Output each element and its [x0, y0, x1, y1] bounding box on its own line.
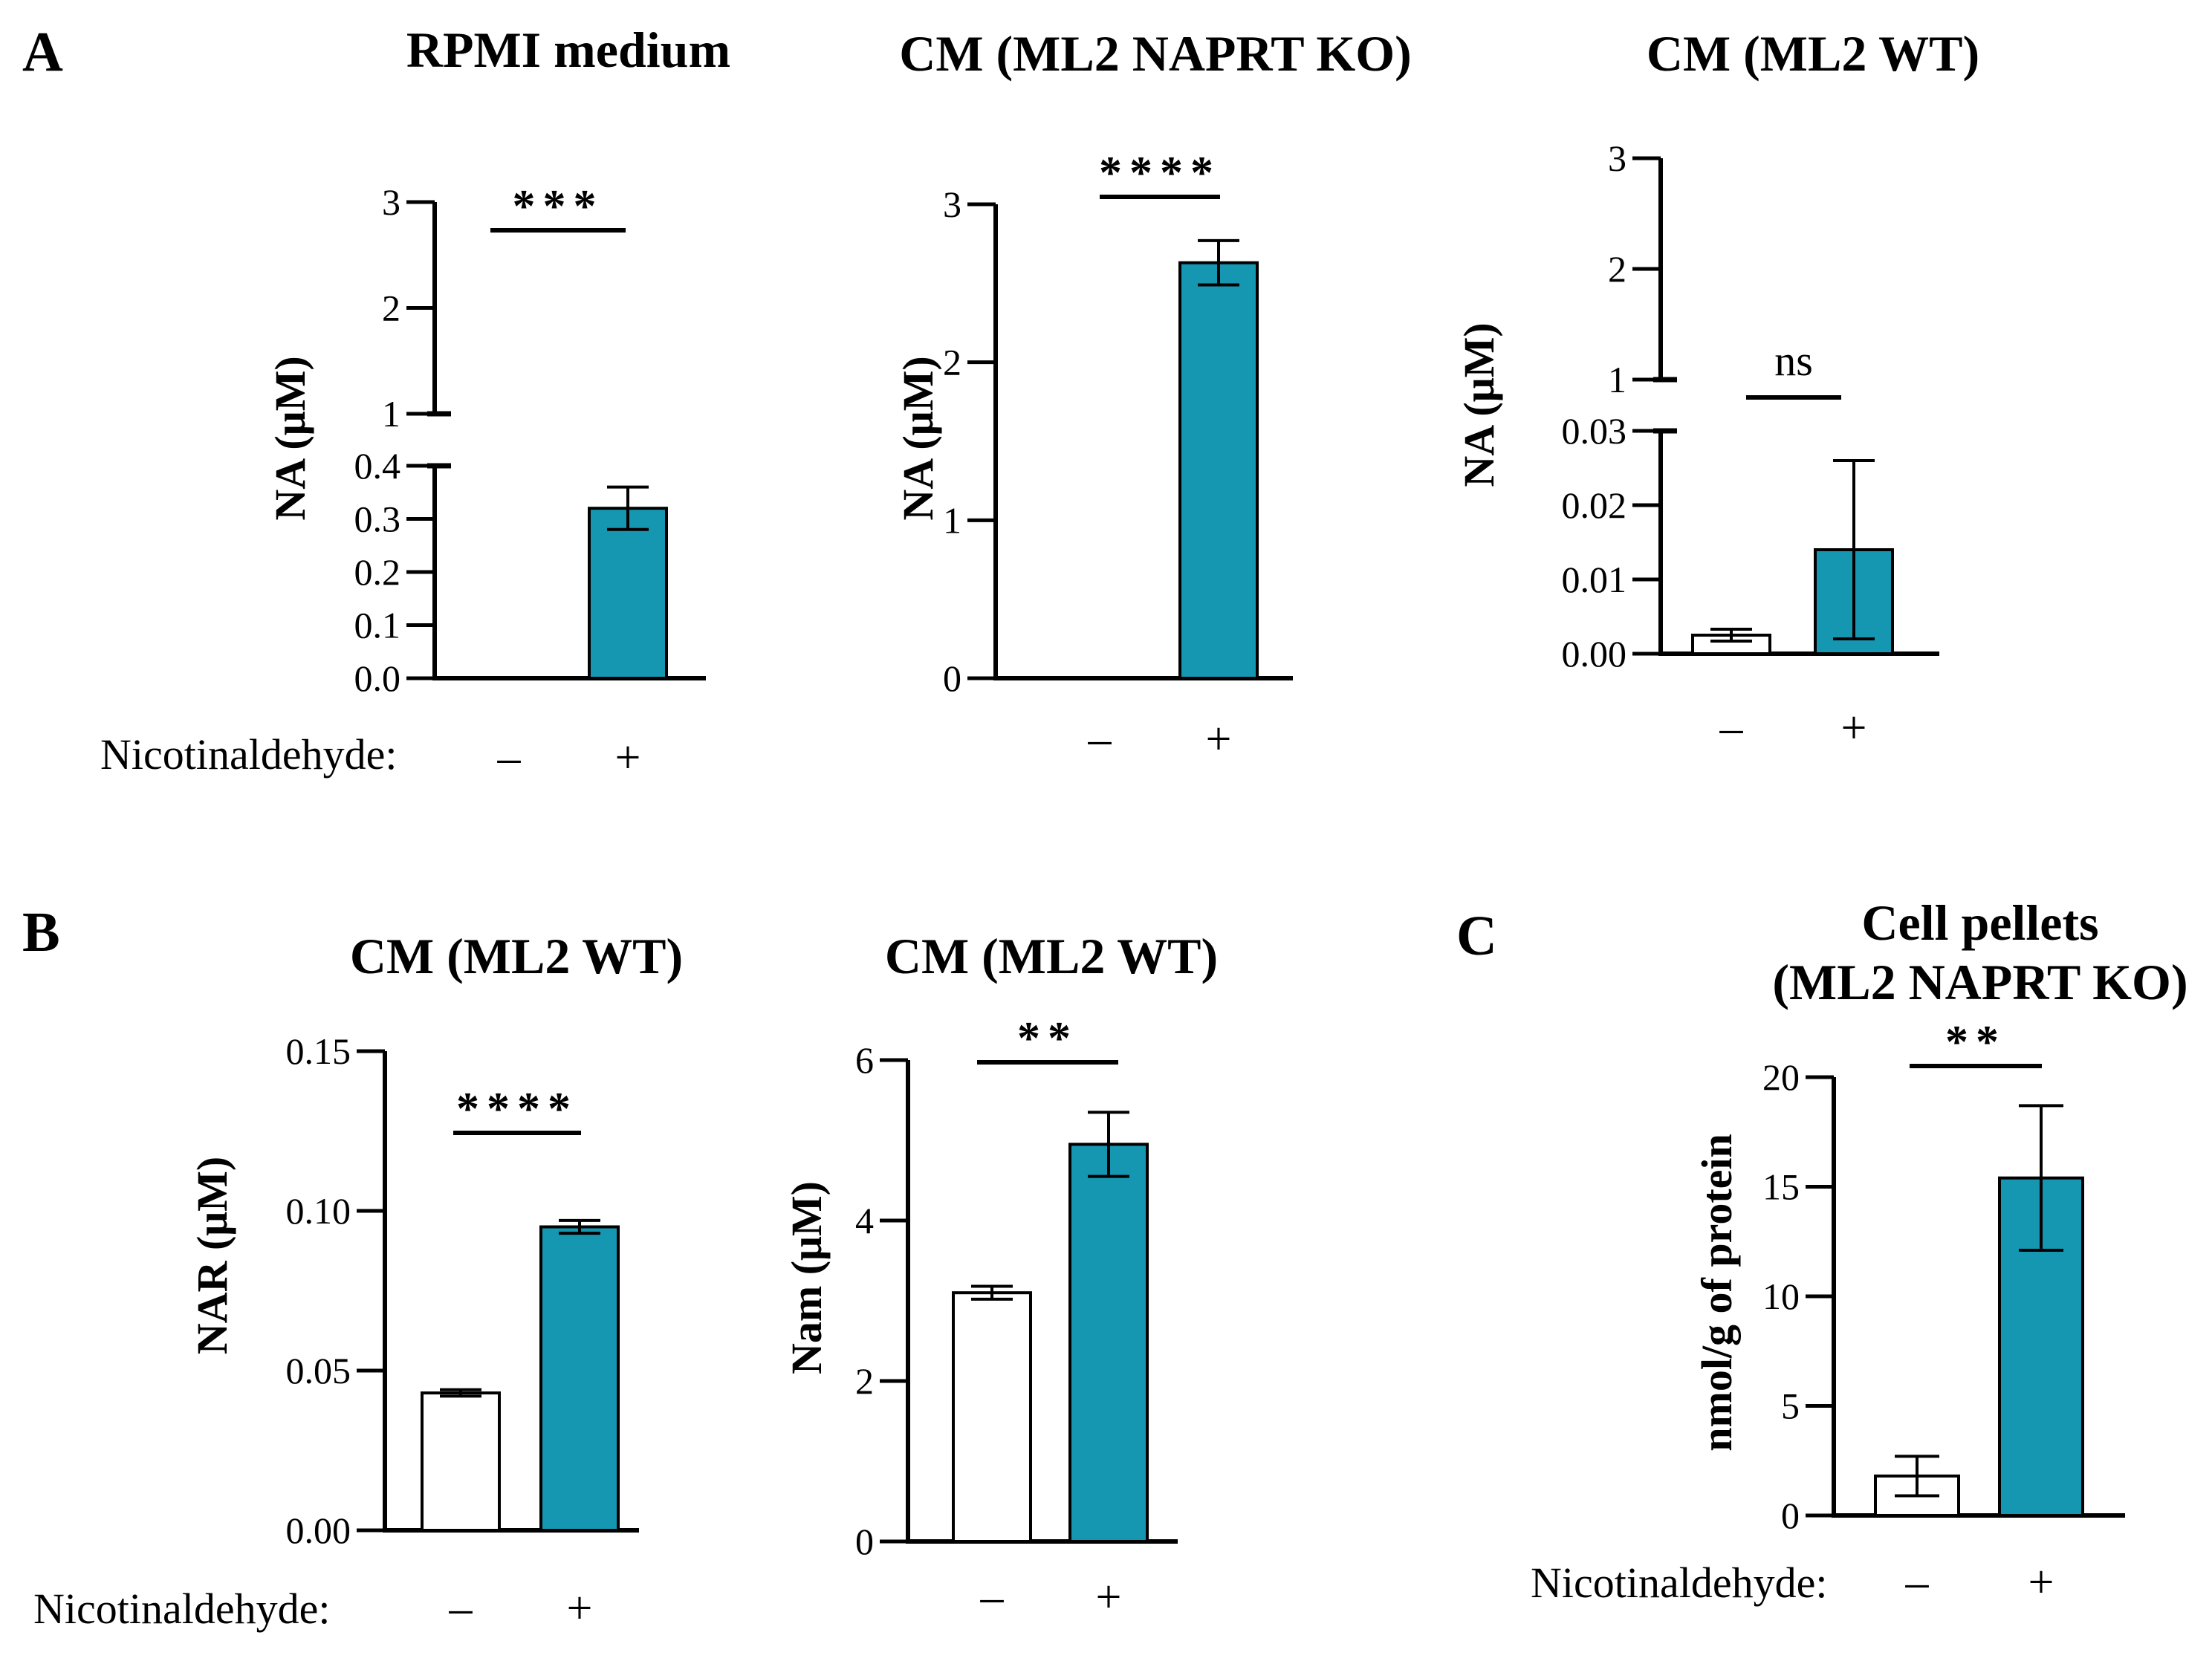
- y-tick-label: 4: [855, 1200, 874, 1241]
- y-tick-label: 0.02: [1562, 484, 1627, 526]
- y-tick-label: 3: [1608, 137, 1626, 179]
- significance-label: ***: [513, 181, 604, 232]
- category-label-plus: +: [1841, 703, 1867, 753]
- charts-group: 0.0 0.1 0.2 0.3 0.4 1 2 3 – + *** RPMI medium NA (μM…: [33, 22, 2188, 1634]
- y-tick-label: 15: [1762, 1166, 1800, 1208]
- significance-label: ns: [1774, 337, 1813, 385]
- bar-treated: [1068, 1143, 1149, 1543]
- y-tick-label: 6: [855, 1039, 874, 1081]
- category-label-minus: –: [1905, 1557, 1930, 1608]
- bar-control: [952, 1291, 1032, 1543]
- chart-title: CM (ML2 NAPRT KO): [899, 25, 1412, 82]
- y-tick-label: 2: [382, 287, 400, 329]
- y-tick-label: 0.10: [286, 1190, 351, 1232]
- chart-a2: 0 1 2 3 – + **** CM (ML2 NAPRT KO) NA (μM): [894, 25, 1412, 764]
- y-tick-label: 1: [382, 393, 400, 435]
- chart-a3: 0.00 0.01 0.02 0.03 1 2 3 – + ns CM (ML2 WT) NA (μM…: [1455, 25, 1979, 753]
- y-tick-label: 20: [1762, 1056, 1800, 1098]
- y-axis-label: Nam (μM): [782, 1181, 831, 1374]
- category-label-minus: –: [497, 732, 522, 783]
- chart-b1: 0.00 0.05 0.10 0.15 – + **** CM (ML2 WT) NAR (μM…: [33, 928, 683, 1634]
- category-label-plus: +: [2028, 1557, 2054, 1608]
- y-axis-label: NA (μM): [894, 356, 942, 520]
- y-tick-label: 0.3: [354, 498, 401, 540]
- y-tick-label: 0.03: [1562, 410, 1627, 452]
- chart-a1: 0.0 0.1 0.2 0.3 0.4 1 2 3 – + *** RPMI medium NA (μM…: [100, 22, 730, 783]
- y-axis-label: NA (μM): [266, 356, 314, 520]
- y-tick-label: 0.05: [286, 1350, 351, 1391]
- chart-title: RPMI medium: [406, 22, 730, 78]
- category-label-plus: +: [567, 1583, 593, 1634]
- y-tick-label: 1: [1608, 359, 1626, 400]
- y-tick-label: 2: [943, 342, 961, 383]
- y-tick-label: 3: [382, 181, 400, 223]
- significance-label: ****: [456, 1084, 578, 1134]
- y-tick-label: 5: [1781, 1385, 1800, 1427]
- significance-label: ****: [1099, 148, 1221, 198]
- treatment-label: Nicotinaldehyde:: [1531, 1559, 1827, 1607]
- y-axis-label: nmol/g of protein: [1693, 1134, 1741, 1452]
- y-tick-label: 0.00: [286, 1510, 351, 1551]
- panel-letter-a: A: [22, 21, 63, 83]
- chart-c1: 0 5 10 15 20 – + ** Cell pellets(ML2 NAPRT KO) nm…: [1531, 894, 2188, 1608]
- significance-label: **: [1945, 1017, 2006, 1068]
- category-label-plus: +: [615, 732, 641, 783]
- y-axis-label: NAR (μM): [188, 1157, 236, 1354]
- panel-letter-b: B: [22, 901, 60, 964]
- chart-title: CM (ML2 WT): [885, 928, 1218, 984]
- chart-title-line2: (ML2 NAPRT KO): [1772, 954, 2187, 1010]
- panel-letter-c: C: [1456, 905, 1497, 967]
- y-tick-label: 0: [855, 1521, 874, 1562]
- bar-treated: [588, 507, 668, 680]
- significance-label: **: [1017, 1013, 1078, 1064]
- category-label-minus: –: [449, 1583, 473, 1634]
- bar-treated: [1178, 261, 1259, 680]
- bar-treated: [539, 1225, 620, 1532]
- y-tick-label: 0.01: [1562, 559, 1627, 600]
- chart-title: CM (ML2 WT): [350, 928, 683, 984]
- y-tick-label: 2: [855, 1360, 874, 1402]
- chart-title: CM (ML2 WT): [1647, 25, 1979, 82]
- y-tick-label: 3: [943, 183, 961, 225]
- y-tick-label: 0.2: [354, 551, 401, 593]
- category-label-minus: –: [980, 1572, 1005, 1622]
- treatment-label: Nicotinaldehyde:: [100, 730, 397, 779]
- y-tick-label: 0.4: [354, 445, 401, 487]
- y-tick-label: 0.15: [286, 1030, 351, 1072]
- y-tick-label: 0: [943, 657, 961, 699]
- category-label-plus: +: [1206, 714, 1232, 764]
- y-tick-label: 1: [943, 499, 961, 541]
- y-axis-label: NA (μM): [1455, 322, 1503, 487]
- y-tick-label: 2: [1608, 248, 1626, 290]
- chart-b2: 0 2 4 6 – + ** CM (ML2 WT) Nam (μM): [782, 928, 1218, 1622]
- y-tick-label: 0: [1781, 1495, 1800, 1536]
- category-label-plus: +: [1096, 1572, 1122, 1622]
- bar-control: [421, 1391, 501, 1532]
- chart-title: Cell pellets: [1861, 894, 2098, 951]
- y-tick-label: 0.1: [354, 605, 401, 646]
- y-tick-label: 10: [1762, 1276, 1800, 1317]
- category-label-minus: –: [1088, 714, 1112, 764]
- y-tick-label: 0.00: [1562, 633, 1627, 675]
- y-tick-label: 0.0: [354, 657, 401, 699]
- treatment-label: Nicotinaldehyde:: [33, 1585, 330, 1633]
- category-label-minus: –: [1719, 703, 1744, 753]
